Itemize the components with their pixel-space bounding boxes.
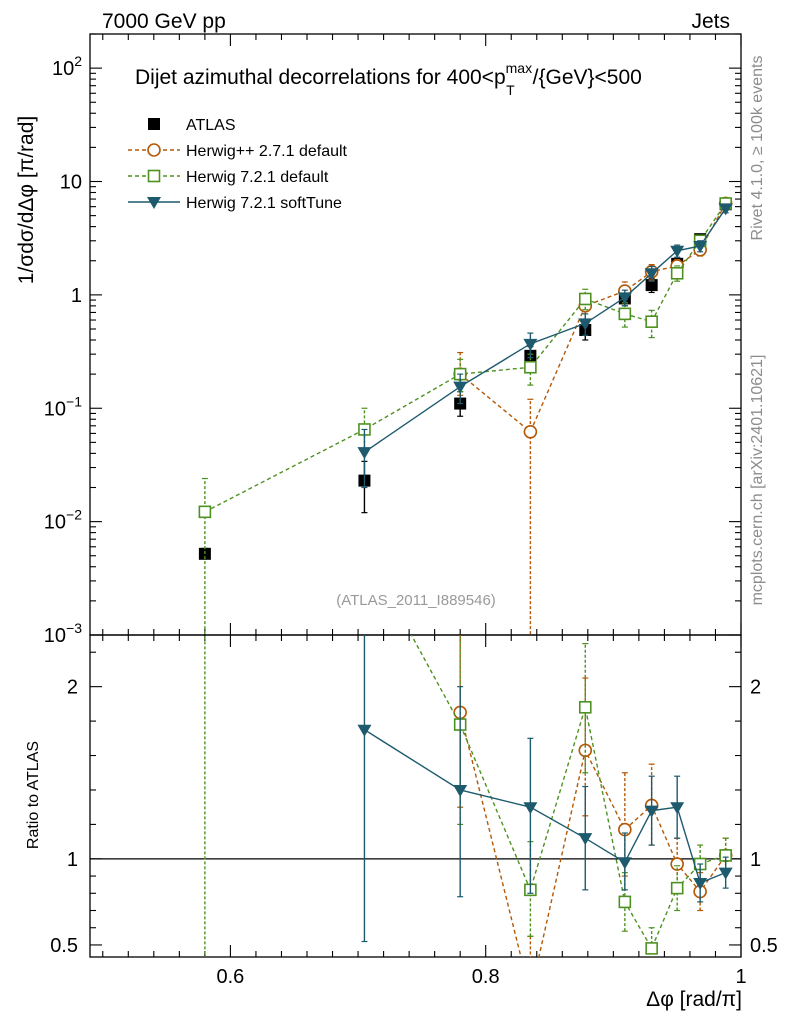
data-point <box>670 266 684 280</box>
data-point <box>523 338 538 351</box>
series-line <box>204 203 727 513</box>
data-point <box>645 315 658 328</box>
legend-item: Herwig++ 2.7.1 default <box>128 143 348 160</box>
rivet-version-label: Rivet 4.1.0, ≥ 100k events <box>749 56 766 241</box>
series-line <box>410 635 726 950</box>
y-tick-label-main: 10 <box>60 172 82 194</box>
data-point <box>578 833 593 846</box>
data-point <box>644 268 659 281</box>
data-point <box>357 724 372 737</box>
data-point <box>617 292 632 305</box>
data-point <box>718 203 733 216</box>
y-tick-label-main: 10−2 <box>44 507 82 534</box>
y-tick-label-ratio: 0.5 <box>50 935 78 957</box>
analysis-id-label: (ATLAS_2011_I889546) <box>336 592 496 609</box>
data-point <box>453 784 468 797</box>
legend-marker <box>147 143 161 157</box>
x-tick-label: 1 <box>735 966 746 988</box>
legend-item: Herwig 7.2.1 default <box>128 169 329 186</box>
data-point <box>644 805 659 818</box>
data-point <box>578 701 592 714</box>
data-point <box>645 279 658 292</box>
series-line <box>459 712 727 957</box>
data-point <box>670 245 685 258</box>
y-tick-label-main: 102 <box>52 53 82 80</box>
main-panel-data <box>198 196 733 635</box>
x-tick-label: 0.8 <box>472 966 500 988</box>
series-line <box>364 207 727 453</box>
legend-marker <box>148 118 160 130</box>
ratio-panel-frame <box>89 634 742 958</box>
chart-title-suffix: /{GeV}<500 <box>533 66 642 89</box>
data-point <box>670 802 685 815</box>
legend: ATLAS Herwig++ 2.7.1 default Herwig 7.2.1 … <box>128 117 348 212</box>
data-point <box>718 867 733 880</box>
y-axis-label-ratio: Ratio to ATLAS <box>25 741 42 849</box>
chart-title-prefix: Dijet azimuthal decorrelations for 400<p <box>135 66 506 89</box>
data-point <box>523 424 538 439</box>
chart-title: Dijet azimuthal decorrelations for 400<p… <box>135 60 642 98</box>
legend-label: ATLAS <box>186 117 236 134</box>
y-tick-label-main: 10−3 <box>44 620 82 647</box>
header-process-label: Jets <box>691 10 730 33</box>
series-line <box>364 729 726 884</box>
data-point <box>617 857 632 870</box>
ratio-panel-data <box>204 543 733 1001</box>
legend-marker <box>147 197 161 209</box>
legend-label: Herwig 7.2.1 softTune <box>186 195 342 212</box>
legend-label: Herwig++ 2.7.1 default <box>186 143 348 160</box>
mcplots-source-label: mcplots.cern.ch [arXiv:2401.10621] <box>749 355 766 606</box>
data-point <box>357 447 372 460</box>
data-point <box>693 240 708 253</box>
legend-label: Herwig 7.2.1 default <box>186 169 329 186</box>
y-tick-label-main: 10−1 <box>44 393 82 420</box>
chart-title-sub: T <box>506 82 515 98</box>
legend-item: Herwig 7.2.1 softTune <box>128 195 342 212</box>
data-point <box>670 881 684 895</box>
data-point <box>359 543 370 554</box>
y-tick-label-ratio: 2 <box>67 677 78 699</box>
data-point <box>578 292 592 306</box>
legend-item: ATLAS <box>148 117 236 134</box>
y-tick-label-main: 1 <box>71 285 82 307</box>
y-tick-label-ratio-right: 2 <box>750 677 761 699</box>
chart-title-sup: max <box>506 60 532 76</box>
y-tick-label-ratio: 1 <box>67 849 78 871</box>
x-axis-label: Δφ [rad/π] <box>646 988 742 1011</box>
x-tick-label: 0.6 <box>217 966 245 988</box>
legend-marker <box>147 169 161 183</box>
header-energy-label: 7000 GeV pp <box>102 10 226 33</box>
data-point <box>524 360 537 374</box>
data-point <box>693 877 708 890</box>
y-tick-label-ratio-right: 0.5 <box>750 935 778 957</box>
data-point <box>453 381 468 394</box>
data-point <box>578 318 593 331</box>
y-tick-label-ratio-right: 1 <box>750 849 761 871</box>
data-point <box>524 989 536 1001</box>
y-axis-label-main: 1/σdσ/dΔφ [π/rad] <box>15 116 38 284</box>
data-point <box>618 307 632 321</box>
data-point <box>645 942 658 955</box>
data-point <box>618 895 632 909</box>
data-point <box>198 505 212 519</box>
data-point <box>523 802 538 815</box>
